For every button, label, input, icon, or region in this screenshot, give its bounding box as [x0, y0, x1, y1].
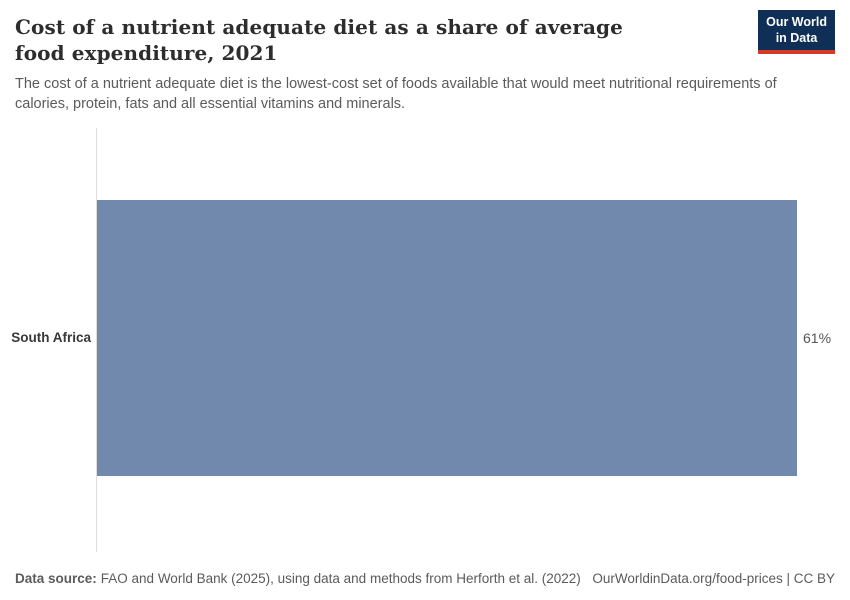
chart-footer: Data source: FAO and World Bank (2025), u…	[15, 571, 835, 586]
value-label: 61%	[803, 330, 832, 346]
entity-label: South Africa	[11, 330, 91, 345]
y-axis-line	[96, 128, 97, 552]
bar-south-africa[interactable]	[97, 200, 797, 476]
data-source-text: FAO and World Bank (2025), using data an…	[100, 571, 581, 586]
data-source-note: Data source: FAO and World Bank (2025), u…	[15, 571, 581, 586]
footer-link[interactable]: OurWorldinData.org/food-prices | CC BY	[592, 571, 835, 586]
chart-subtitle: The cost of a nutrient adequate diet is …	[15, 76, 777, 112]
bar-row: South Africa 61%	[0, 128, 850, 552]
bar-chart: South Africa 61%	[0, 128, 850, 552]
owid-logo-line2: in Data	[775, 30, 818, 45]
owid-logo-line1: Our World	[766, 15, 827, 29]
data-source-label: Data source:	[15, 571, 97, 586]
owid-logo[interactable]: Our World in Data	[758, 10, 835, 55]
chart-title: Cost of a nutrient adequate diet as a sh…	[15, 15, 623, 65]
